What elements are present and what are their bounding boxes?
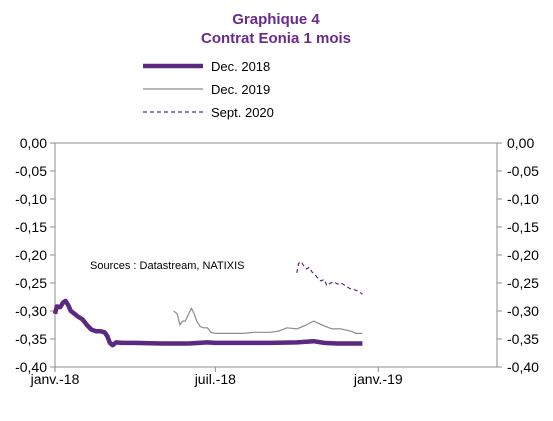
- x-axis: janv.-18 juil.-18 janv.-19: [30, 367, 403, 387]
- series-line-1: [52, 298, 363, 348]
- y-tick-label-left: -0,20: [15, 247, 47, 263]
- y-tick-label-right: -0,20: [507, 247, 539, 263]
- source-note: Sources : Datastream, NATIXIS: [90, 260, 244, 272]
- chart-title: Graphique 4: [232, 11, 320, 28]
- y-tick-label-right: -0,35: [507, 331, 539, 347]
- x-tick-label: janv.-18: [30, 371, 80, 387]
- legend: Dec. 2018 Dec. 2019 Sept. 2020: [143, 59, 274, 120]
- y-tick-label-left: 0,00: [20, 135, 47, 151]
- y-tick-label-left: -0,15: [15, 219, 47, 235]
- y-tick-label-right: -0,30: [507, 303, 539, 319]
- series-layer: [52, 261, 363, 348]
- y-axis-left: 0,00 -0,05 -0,10 -0,15 -0,20 -0,25 -0,30 -0,35 -…: [15, 135, 55, 375]
- y-tick-label-left: -0,05: [15, 163, 47, 179]
- y-tick-label-right: -0,40: [507, 359, 539, 375]
- x-tick-label: janv.-19: [353, 371, 403, 387]
- series-line-3: [296, 261, 363, 295]
- y-axis-right: 0,00 -0,05 -0,10 -0,15 -0,20 -0,25 -0,30 -0,35 -…: [497, 135, 539, 375]
- y-tick-label-right: 0,00: [507, 135, 534, 151]
- plot-frame: [54, 142, 498, 368]
- y-tick-label-left: -0,30: [15, 303, 47, 319]
- legend-label: Sept. 2020: [211, 105, 274, 120]
- y-tick-label-right: -0,25: [507, 275, 539, 291]
- y-tick-label-left: -0,10: [15, 191, 47, 207]
- series-line-2: [173, 307, 363, 334]
- chart-subtitle: Contrat Eonia 1 mois: [201, 30, 351, 47]
- legend-label: Dec. 2018: [211, 59, 270, 74]
- y-tick-label-left: -0,35: [15, 331, 47, 347]
- y-tick-label-right: -0,10: [507, 191, 539, 207]
- y-tick-label-right: -0,05: [507, 163, 539, 179]
- y-tick-label-right: -0,15: [507, 219, 539, 235]
- y-tick-label-left: -0,40: [15, 359, 47, 375]
- y-tick-label-left: -0,25: [15, 275, 47, 291]
- x-tick-label: juil.-18: [194, 371, 236, 387]
- legend-label: Dec. 2019: [211, 82, 270, 97]
